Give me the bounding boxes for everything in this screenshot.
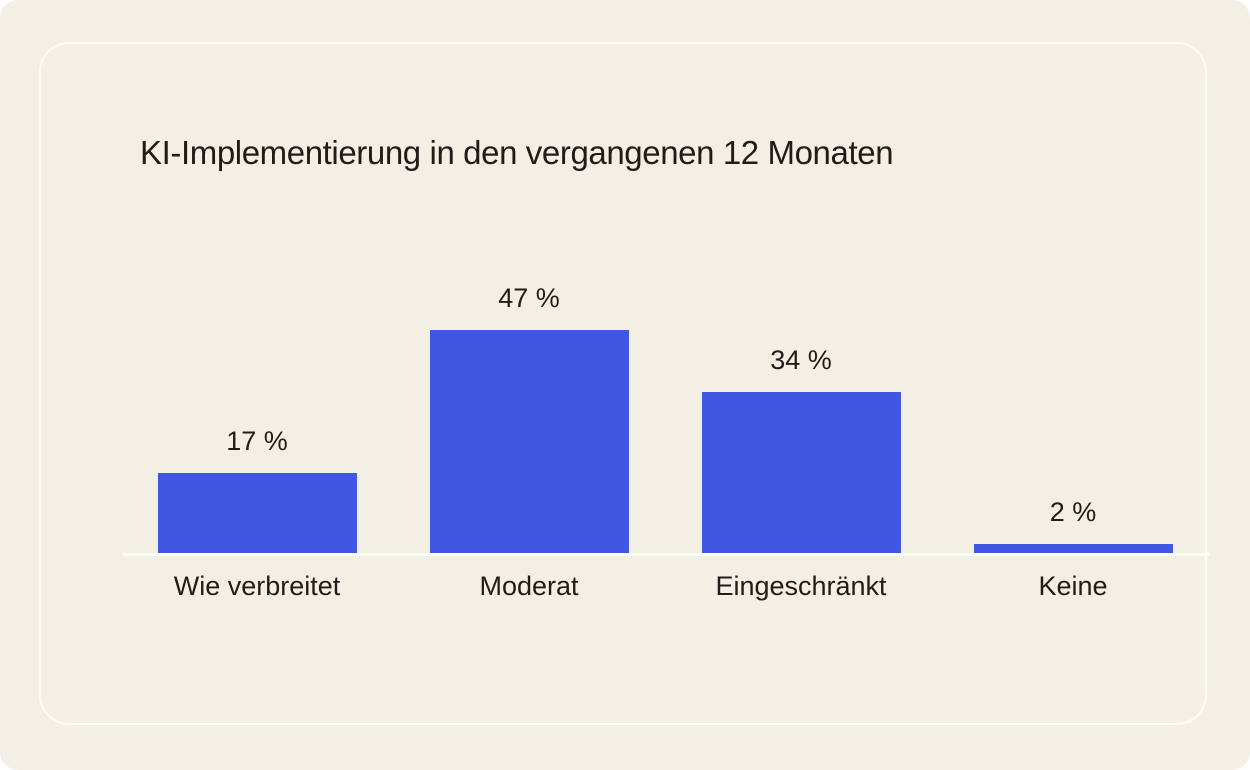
- category-row: Wie verbreitet Moderat Eingeschränkt Keine: [121, 570, 1209, 602]
- bar: [157, 473, 357, 554]
- category-label: Moderat: [479, 571, 579, 601]
- bar: [429, 330, 629, 554]
- bar-value-label: 17 %: [226, 426, 288, 456]
- bar-value-label: 2 %: [1049, 497, 1097, 527]
- chart-card: KI-Implementierung in den vergangenen 12…: [39, 42, 1209, 725]
- chart-title: KI-Implementierung in den vergangenen 12…: [140, 134, 894, 171]
- x-axis-line: [123, 553, 1209, 556]
- bar-value-label: 34 %: [770, 345, 832, 375]
- bar-column: 47 %: [393, 274, 665, 554]
- category-label: Eingeschränkt: [715, 571, 887, 601]
- bar: [973, 544, 1173, 554]
- bar-column: 17 %: [121, 274, 393, 554]
- category-label: Keine: [1038, 571, 1108, 601]
- bar-column: 2 %: [937, 274, 1209, 554]
- plot-area: 17 % 47 % 34 % 2 %: [121, 274, 1209, 554]
- bar-column: 34 %: [665, 274, 937, 554]
- bar: [701, 392, 901, 554]
- category-label: Wie verbreitet: [173, 571, 341, 601]
- bar-value-label: 47 %: [498, 283, 560, 313]
